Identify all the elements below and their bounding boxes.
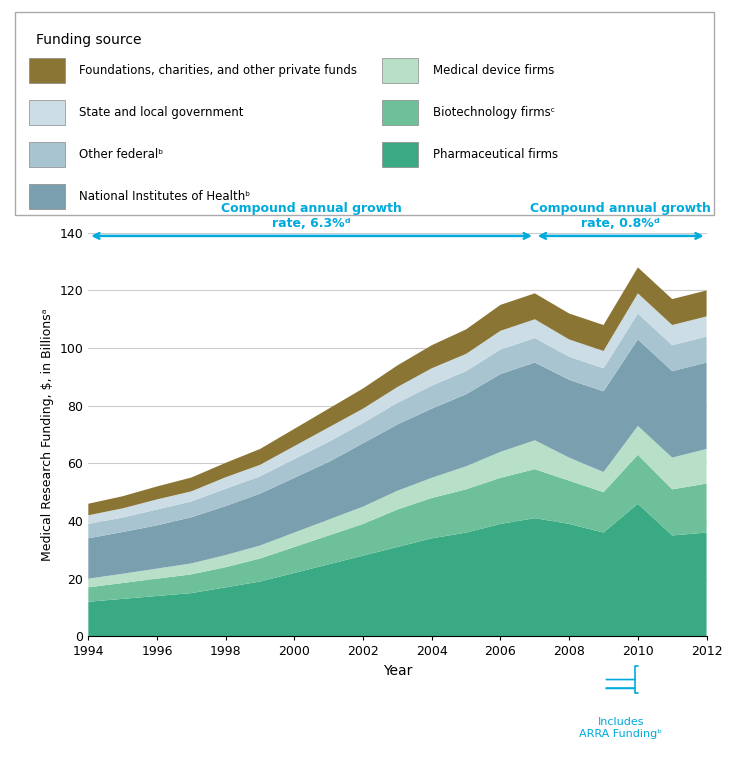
- FancyBboxPatch shape: [29, 100, 65, 125]
- FancyBboxPatch shape: [383, 100, 419, 125]
- FancyBboxPatch shape: [29, 142, 65, 167]
- Text: Funding source: Funding source: [36, 33, 142, 47]
- Text: Medical device firms: Medical device firms: [433, 64, 554, 77]
- Text: Biotechnology firmsᶜ: Biotechnology firmsᶜ: [433, 106, 555, 119]
- FancyBboxPatch shape: [29, 58, 65, 83]
- FancyBboxPatch shape: [383, 58, 419, 83]
- Text: Compound annual growth
rate, 6.3%ᵈ: Compound annual growth rate, 6.3%ᵈ: [221, 202, 402, 230]
- FancyBboxPatch shape: [383, 142, 419, 167]
- Text: Other federalᵇ: Other federalᵇ: [79, 148, 163, 161]
- Text: Includes
ARRA Fundingᵇ: Includes ARRA Fundingᵇ: [579, 717, 662, 739]
- Text: Foundations, charities, and other private funds: Foundations, charities, and other privat…: [79, 64, 358, 77]
- Text: National Institutes of Healthᵇ: National Institutes of Healthᵇ: [79, 190, 251, 203]
- Text: State and local government: State and local government: [79, 106, 244, 119]
- Y-axis label: Medical Research Funding, $, in Billionsᵃ: Medical Research Funding, $, in Billions…: [41, 308, 54, 561]
- Text: Pharmaceutical firms: Pharmaceutical firms: [433, 148, 558, 161]
- FancyBboxPatch shape: [15, 12, 714, 215]
- Text: Compound annual growth
rate, 0.8%ᵈ: Compound annual growth rate, 0.8%ᵈ: [530, 202, 711, 230]
- FancyBboxPatch shape: [29, 184, 65, 209]
- X-axis label: Year: Year: [383, 664, 412, 678]
